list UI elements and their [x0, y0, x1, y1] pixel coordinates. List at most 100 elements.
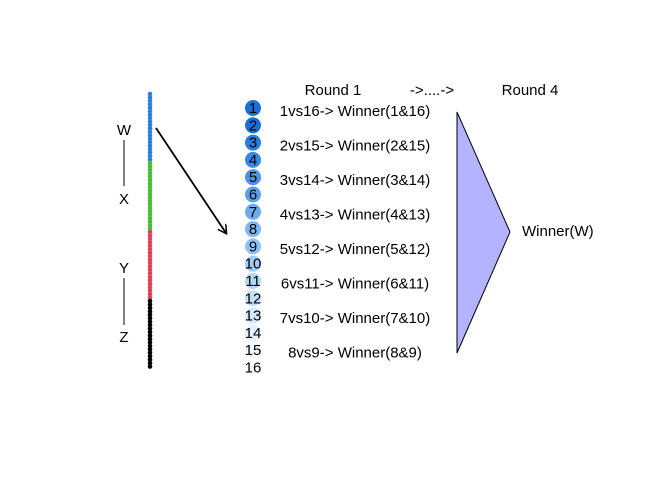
rounds-ellipsis-header: ->....->	[410, 82, 454, 99]
region-dot-y	[147, 243, 153, 249]
region-dot-y	[147, 229, 153, 235]
region-dot-x	[147, 222, 153, 228]
region-dot-x	[147, 226, 153, 231]
region-label-w: W	[117, 122, 132, 139]
region-dot-w	[147, 143, 153, 149]
region-dot-w	[147, 108, 153, 114]
region-dot-y	[147, 233, 153, 238]
seed-number: 16	[245, 360, 262, 377]
region-dot-z	[147, 353, 153, 359]
region-dot-z	[147, 336, 153, 342]
region-dot-y	[147, 267, 153, 273]
region-dot-z	[147, 298, 153, 304]
seed-number: 6	[249, 187, 257, 204]
region-dot-x	[147, 219, 153, 224]
matchup-line: 5vs12-> Winner(5&12)	[280, 241, 430, 258]
matchup-list: 1vs16-> Winner(1&16) 2vs15-> Winner(2&15)…	[280, 103, 430, 362]
region-dot-w	[147, 119, 153, 124]
seed-number: 5	[249, 169, 257, 186]
seed-bubble	[245, 169, 261, 186]
region-dot-w	[147, 133, 153, 138]
seed-number: 7	[249, 204, 257, 221]
region-dot-z	[147, 305, 153, 311]
region-dot-w	[147, 112, 153, 117]
region-dot-w	[147, 153, 153, 159]
matchup-line: 6vs11-> Winner(6&11)	[281, 276, 429, 293]
seed-bubble	[245, 203, 261, 220]
region-dot-w	[147, 122, 153, 128]
region-dot-y	[147, 291, 153, 297]
seed-number: 4	[249, 152, 257, 169]
region-dot-w	[147, 136, 153, 142]
seed-bubble	[245, 307, 261, 324]
seed-number: 13	[245, 308, 262, 325]
region-dot-z	[147, 319, 153, 325]
region-dot-y	[147, 284, 153, 290]
region-dot-y	[147, 246, 153, 252]
region-dot-z	[147, 340, 153, 345]
region-dot-y	[147, 236, 153, 242]
round4-header: Round 4	[502, 82, 559, 99]
region-dot-w	[147, 95, 153, 100]
region-dot-x	[147, 209, 153, 214]
region-dot-x	[147, 177, 153, 183]
region-dot-w	[147, 157, 153, 162]
region-dot-z	[147, 343, 153, 349]
region-dot-z	[147, 364, 153, 369]
seed-bubble	[245, 324, 261, 341]
region-dot-w	[147, 129, 153, 135]
region-dot-x	[147, 198, 153, 204]
region-dot-y	[147, 260, 153, 266]
region-label-x: X	[119, 191, 129, 208]
region-dot-column	[147, 91, 153, 369]
region-dot-z	[147, 333, 153, 338]
seed-number: 11	[245, 273, 261, 290]
region-dot-w	[147, 91, 153, 97]
region-dot-w	[147, 150, 153, 155]
seed-bubble	[245, 100, 261, 116]
matchup-line: 7vs10-> Winner(7&10)	[280, 310, 430, 327]
region-dot-y	[147, 257, 153, 262]
region-dot-y	[147, 271, 153, 276]
region-dot-x	[147, 205, 153, 211]
region-dot-z	[147, 302, 153, 307]
matchup-line: 3vs14-> Winner(3&14)	[280, 172, 430, 189]
region-dot-x	[147, 191, 153, 197]
region-dot-y	[147, 278, 153, 283]
seed-bubble	[245, 221, 261, 238]
region-dot-x	[147, 215, 153, 221]
region-dot-y	[147, 288, 153, 293]
region-dot-x	[147, 184, 153, 190]
region-dot-y	[147, 274, 153, 280]
region-dot-x	[147, 167, 153, 173]
seed-number: 12	[245, 290, 262, 307]
seed-number: 9	[249, 238, 257, 255]
seed-bubble	[245, 359, 261, 376]
region-dot-y	[147, 264, 153, 269]
seed-number: 14	[245, 325, 262, 342]
region-dot-y	[147, 281, 153, 287]
region-dot-z	[147, 350, 153, 356]
seed-bubble	[245, 134, 261, 151]
seed-bubble	[245, 273, 261, 289]
region-dot-z	[147, 360, 153, 366]
funnel-shape	[456, 111, 511, 354]
region-dot-y	[147, 250, 153, 255]
seed-number: 3	[249, 135, 257, 152]
region-dot-x	[147, 174, 153, 180]
seed-number: 15	[245, 342, 262, 359]
round1-header: Round 1	[305, 82, 362, 99]
region-dot-w	[147, 126, 153, 131]
seed-bubble	[245, 117, 261, 134]
seed-bubble	[245, 186, 261, 203]
seed-number: 10	[245, 256, 262, 273]
region-dot-z	[147, 312, 153, 318]
matchup-line: 4vs13-> Winner(4&13)	[280, 207, 430, 224]
region-dot-y	[147, 253, 153, 259]
region-dot-x	[147, 195, 153, 200]
seed-bubble	[245, 290, 261, 307]
region-dot-x	[147, 212, 153, 218]
region-dot-w	[147, 140, 153, 145]
